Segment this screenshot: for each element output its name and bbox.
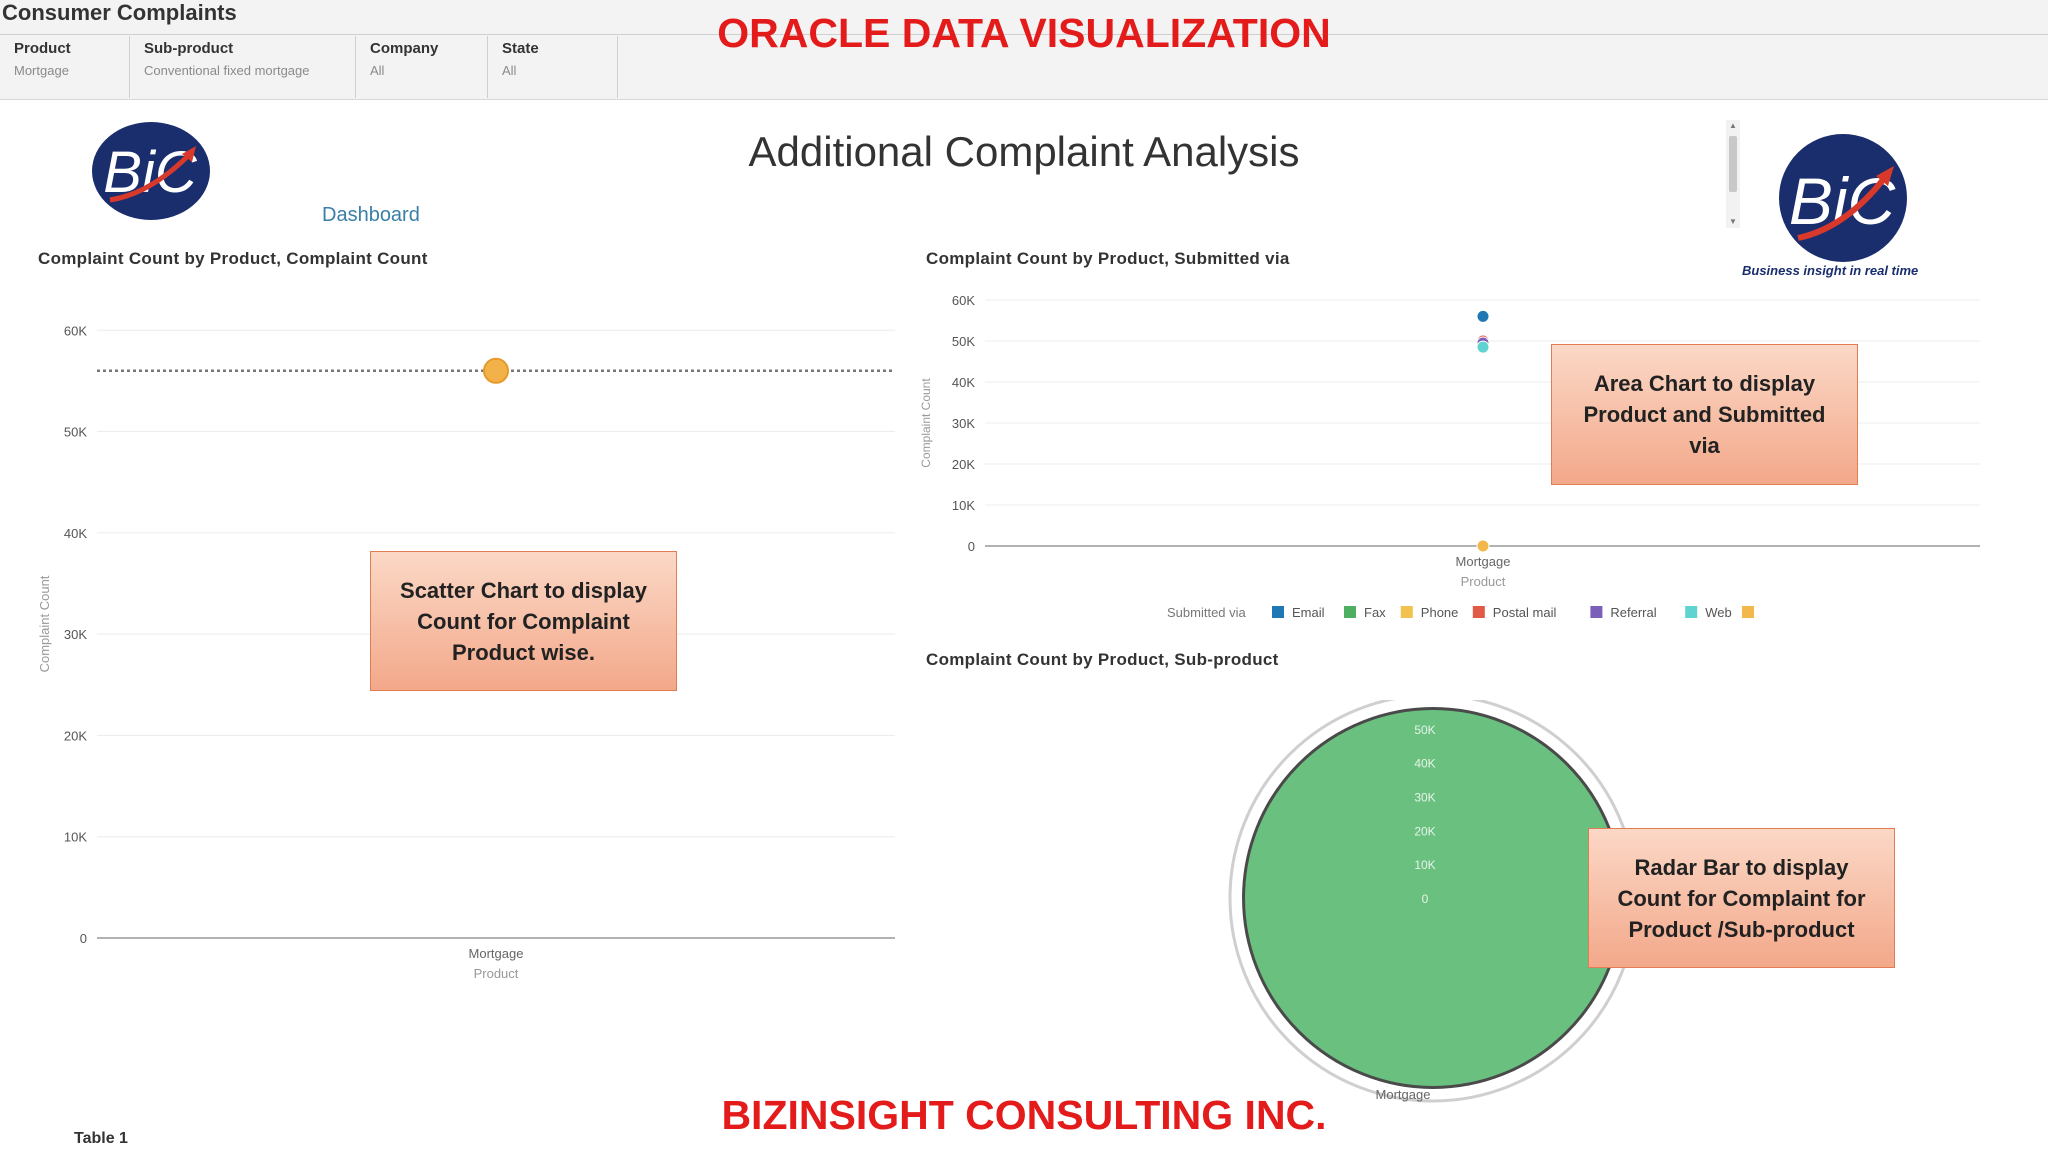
data-point <box>1476 309 1490 323</box>
legend-label: Fax <box>1364 605 1386 620</box>
filter-sub-product[interactable]: Sub-product Conventional fixed mortgage <box>130 36 356 98</box>
legend-label: Web <box>1705 605 1732 620</box>
x-tick-label: Mortgage <box>469 946 524 961</box>
y-tick-label: 10K <box>952 498 975 513</box>
page-title: Additional Complaint Analysis <box>748 128 1300 175</box>
y-tick-label: 20K <box>952 457 975 472</box>
radial-tick-label: 0 <box>1422 892 1429 906</box>
scroll-down-icon[interactable]: ▼ <box>1729 217 1737 226</box>
callout-line: Scatter Chart to display <box>400 577 647 603</box>
callout-line: via <box>1689 433 1720 458</box>
filter-value: All <box>502 63 517 78</box>
filter-state[interactable]: State All <box>488 36 618 98</box>
legend-swatch <box>1400 606 1413 618</box>
radial-tick-label: 40K <box>1414 757 1435 771</box>
filter-product[interactable]: Product Mortgage <box>0 36 130 98</box>
logo-tagline: Business insight in real time <box>1742 263 1919 278</box>
y-tick-label: 60K <box>952 293 975 308</box>
y-tick-label: 40K <box>952 375 975 390</box>
y-tick-label: 0 <box>968 539 975 554</box>
callout-line: Count for Complaint <box>417 608 630 634</box>
y-tick-label: 40K <box>64 526 87 541</box>
x-axis-label: Product <box>1461 574 1506 589</box>
legend-swatch <box>1472 606 1485 618</box>
x-axis-label: Product <box>474 966 519 981</box>
app-title: Consumer Complaints <box>2 0 237 25</box>
y-axis-label: Complaint Count <box>37 575 52 672</box>
dashboard-link[interactable]: Dashboard <box>322 204 420 226</box>
callout-line: Product and Submitted <box>1583 402 1826 427</box>
radial-tick-label: 30K <box>1414 791 1435 805</box>
scatter-point <box>483 357 509 384</box>
scatter-callout: Scatter Chart to display Count for Compl… <box>370 551 677 691</box>
legend-swatch <box>1344 606 1356 618</box>
radial-tick-label: 20K <box>1414 824 1435 838</box>
title-divider <box>0 34 2048 35</box>
radial-tick-label: 50K <box>1414 723 1435 737</box>
radial-tick-label: 60K <box>1414 700 1435 703</box>
radar-chart[interactable]: 0 10K 20K 30K 40K 50K 60K Mortgage <box>1200 700 1700 1110</box>
filter-label: Product <box>14 40 71 57</box>
y-axis-label: Complaint Count <box>919 378 933 468</box>
y-tick-label: 30K <box>64 627 87 642</box>
scrollbar[interactable]: ▲ ▼ <box>1726 120 1740 228</box>
legend-swatch <box>1742 606 1754 618</box>
legend-label: Email <box>1292 605 1325 620</box>
legend-swatch <box>1590 606 1603 618</box>
callout-line: Product wise. <box>451 639 596 665</box>
scatter-panel-title: Complaint Count by Product, Complaint Co… <box>38 249 428 268</box>
y-tick-label: 60K <box>64 323 87 338</box>
y-tick-label: 0 <box>80 931 87 946</box>
callout-line: Product /Sub-product <box>1628 916 1855 942</box>
legend-label: Postal mail <box>1493 605 1557 620</box>
svg-text:BiC: BiC <box>103 140 198 205</box>
filter-label: Company <box>370 40 439 57</box>
y-tick-label: 50K <box>64 425 87 440</box>
callout-line: Count for Complaint for <box>1617 885 1866 911</box>
scroll-up-icon[interactable]: ▲ <box>1729 121 1737 130</box>
legend-swatch <box>1272 606 1284 618</box>
legend-label: Phone <box>1421 605 1459 620</box>
scroll-thumb[interactable] <box>1729 136 1737 192</box>
banner-top: ORACLE DATA VISUALIZATION <box>717 10 1331 56</box>
table-label: Table 1 <box>74 1130 128 1147</box>
filter-company[interactable]: Company All <box>356 36 488 98</box>
filter-value: Mortgage <box>14 63 69 78</box>
y-tick-label: 10K <box>64 830 87 845</box>
y-tick-label: 30K <box>952 416 975 431</box>
area-callout: Area Chart to display Product and Submit… <box>1551 344 1858 485</box>
submitted-via-chart[interactable]: 0 10K 20K 30K 40K 50K 60K Mortgage Product Compla… <box>910 280 1990 630</box>
banner-bottom: BIZINSIGHT CONSULTING INC. <box>721 1092 1327 1138</box>
data-point <box>1476 539 1490 553</box>
radar-callout: Radar Bar to display Count for Complaint… <box>1588 828 1895 968</box>
filter-value: Conventional fixed mortgage <box>144 63 310 78</box>
filter-bar: Consumer Complaints Product Mortgage Sub… <box>0 0 2048 100</box>
y-tick-label: 20K <box>64 728 87 743</box>
filter-label: State <box>502 40 539 57</box>
data-point <box>1476 340 1490 354</box>
radial-tick-label: 10K <box>1414 858 1435 872</box>
callout-line: Radar Bar to display <box>1634 854 1849 880</box>
legend-title: Submitted via <box>1167 605 1247 620</box>
filter-label: Sub-product <box>144 40 234 57</box>
category-label: Mortgage <box>1376 1087 1431 1102</box>
y-tick-label: 50K <box>952 334 975 349</box>
legend-swatch <box>1685 606 1698 618</box>
legend-label: Referral <box>1610 605 1656 620</box>
radar-panel-title: Complaint Count by Product, Sub-product <box>926 650 1279 669</box>
callout-line: Area Chart to display <box>1593 371 1816 396</box>
bic-logo-right: BiC <box>1779 134 1907 262</box>
area-panel-title: Complaint Count by Product, Submitted vi… <box>926 249 1290 268</box>
filter-value: All <box>370 63 385 78</box>
bic-logo-left: BiC <box>92 122 210 220</box>
x-tick-label: Mortgage <box>1456 554 1511 569</box>
